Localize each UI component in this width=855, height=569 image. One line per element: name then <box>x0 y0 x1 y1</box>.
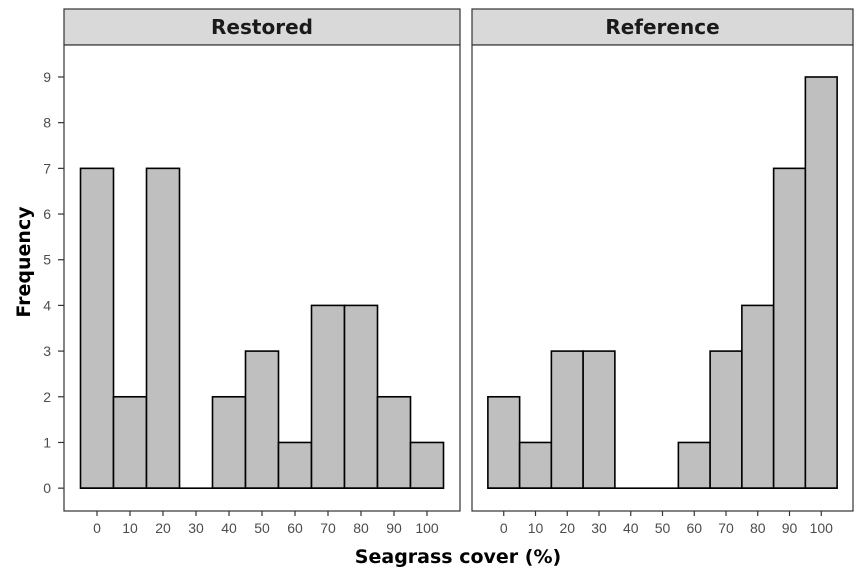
y-tick-label: 1 <box>43 434 51 450</box>
histogram-bar <box>550 350 584 489</box>
x-tick-label: 90 <box>386 520 402 536</box>
histogram-bar <box>582 350 616 489</box>
histogram-bar <box>409 441 445 489</box>
histogram-bar <box>518 441 553 489</box>
y-tick-label: 2 <box>43 389 51 405</box>
facet-strip <box>63 8 461 46</box>
x-tick-label: 30 <box>188 520 204 536</box>
histogram-bar <box>709 350 743 489</box>
histogram-bar <box>145 167 181 489</box>
x-tick-label: 10 <box>122 520 138 536</box>
y-tick-label: 0 <box>43 480 51 496</box>
histogram-bar <box>772 167 807 489</box>
y-tick-label: 8 <box>43 115 51 131</box>
x-tick-label: 0 <box>93 520 101 536</box>
histogram-bar <box>79 167 115 489</box>
x-tick-label: 40 <box>623 520 639 536</box>
histogram-bar <box>343 304 379 489</box>
x-tick-label: 0 <box>500 520 508 536</box>
x-tick-label: 100 <box>810 520 834 536</box>
y-tick-label: 6 <box>43 206 51 222</box>
x-tick-label: 90 <box>782 520 798 536</box>
x-tick-label: 20 <box>155 520 171 536</box>
x-tick-label: 10 <box>528 520 544 536</box>
histogram-bar <box>376 395 412 489</box>
histogram-bar <box>804 76 838 489</box>
histogram-bar <box>310 304 346 489</box>
x-tick-label: 40 <box>221 520 237 536</box>
x-tick-label: 50 <box>254 520 270 536</box>
histogram-bar <box>487 395 521 489</box>
y-tick-label: 4 <box>43 297 51 313</box>
facet-strip-label: Restored <box>211 15 313 39</box>
x-tick-label: 80 <box>750 520 766 536</box>
histogram-bar <box>211 395 247 489</box>
histogram-bar <box>741 304 775 489</box>
histogram-bar <box>244 350 280 489</box>
x-tick-label: 50 <box>655 520 671 536</box>
x-tick-label: 60 <box>287 520 303 536</box>
x-tick-label: 30 <box>591 520 607 536</box>
y-tick-label: 5 <box>43 252 51 268</box>
x-tick-label: 70 <box>320 520 336 536</box>
y-axis-title: Frequency <box>13 206 35 318</box>
x-axis-title: Seagrass cover (%) <box>355 546 561 568</box>
x-tick-label: 80 <box>353 520 369 536</box>
x-tick-label: 70 <box>718 520 734 536</box>
facet-strip-label: Reference <box>605 15 719 39</box>
histogram-bar <box>112 395 148 489</box>
facet-strip <box>471 8 854 46</box>
y-tick-label: 7 <box>43 160 51 176</box>
x-tick-label: 20 <box>559 520 575 536</box>
histogram-bar <box>277 441 313 489</box>
y-tick-label: 9 <box>43 69 51 85</box>
y-tick-label: 3 <box>43 343 51 359</box>
histogram-bar <box>677 441 711 489</box>
x-tick-label: 100 <box>415 520 439 536</box>
x-tick-label: 60 <box>686 520 702 536</box>
